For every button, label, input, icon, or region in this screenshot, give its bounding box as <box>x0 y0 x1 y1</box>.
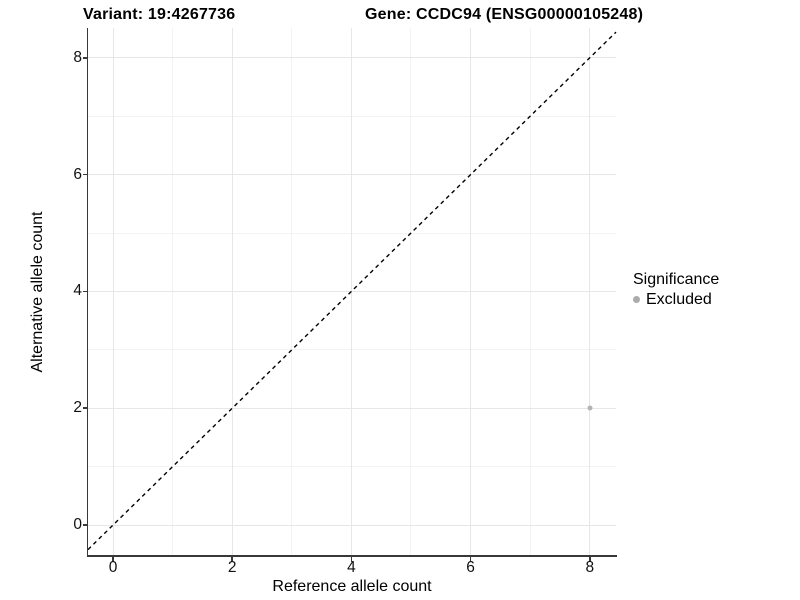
x-gridline-8 <box>589 28 591 556</box>
x-gridline-1 <box>172 28 174 556</box>
plot-title-gene: Gene: CCDC94 (ENSG00000105248) <box>365 6 644 23</box>
x-tick-mark-0 <box>112 557 114 562</box>
y-tick-mark-2 <box>82 407 87 410</box>
x-tick-label-0: 0 <box>108 559 118 576</box>
y-axis-line <box>86 28 89 558</box>
legend-title: Significance <box>633 271 720 288</box>
x-tick-label-6: 6 <box>466 559 475 576</box>
y-gridline-8 <box>88 57 616 59</box>
legend-item-excluded: Excluded <box>633 290 719 309</box>
identity-line <box>87 31 617 551</box>
x-tick-label-2: 2 <box>227 559 237 576</box>
y-gridline-5 <box>88 232 616 234</box>
data-point-excluded <box>587 405 593 411</box>
x-tick-mark-8 <box>588 557 591 562</box>
x-axis-line <box>86 555 618 557</box>
x-gridline-3 <box>291 28 293 556</box>
x-tick-mark-4 <box>350 557 353 562</box>
excluded-point-icon <box>633 296 640 303</box>
y-gridline-4 <box>88 290 616 292</box>
y-tick-label-2: 2 <box>73 399 82 417</box>
y-tick-mark-6 <box>82 173 87 176</box>
x-tick-mark-2 <box>231 557 233 562</box>
x-gridline-5 <box>410 28 412 556</box>
y-gridline-6 <box>88 174 616 176</box>
y-gridline-0 <box>88 524 616 526</box>
legend: Significance Excluded <box>632 271 719 309</box>
y-tick-label-0: 0 <box>73 516 82 534</box>
plot-title-variant: Variant: 19:4267736 <box>83 6 236 23</box>
y-gridline-1 <box>88 466 616 468</box>
y-gridline-2 <box>88 407 616 409</box>
y-tick-mark-4 <box>82 290 87 293</box>
x-tick-label-8: 8 <box>585 559 595 576</box>
x-gridline-6 <box>470 28 472 556</box>
legend-item-label: Excluded <box>646 290 712 308</box>
y-tick-label-8: 8 <box>73 48 82 66</box>
y-tick-label-6: 6 <box>73 165 82 183</box>
x-tick-label-4: 4 <box>347 559 356 576</box>
x-gridline-7 <box>529 28 531 556</box>
x-axis-title: Reference allele count <box>272 578 432 595</box>
y-tick-mark-0 <box>82 524 87 526</box>
x-gridline-0 <box>112 28 114 556</box>
y-tick-mark-8 <box>82 56 87 59</box>
y-gridline-7 <box>88 115 616 117</box>
x-gridline-2 <box>231 28 233 556</box>
plot-panel <box>87 28 617 556</box>
y-gridline-3 <box>88 349 616 351</box>
x-tick-mark-6 <box>469 557 472 562</box>
y-axis-title: Alternative allele count <box>29 211 46 373</box>
y-tick-label-4: 4 <box>73 282 82 300</box>
